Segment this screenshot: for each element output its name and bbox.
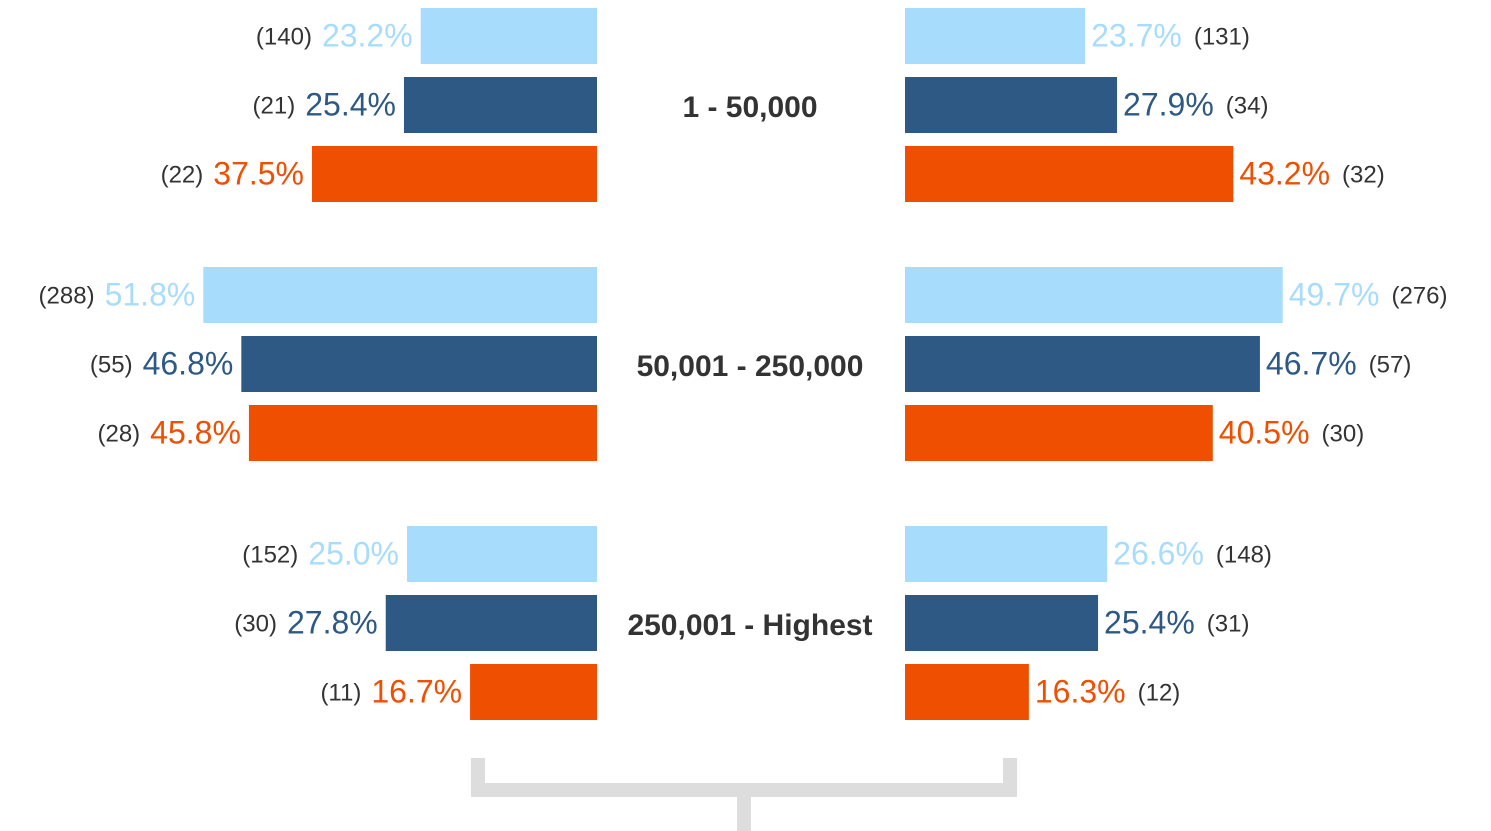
value-label: 27.9%: [1123, 86, 1214, 122]
bar: [905, 146, 1234, 202]
bar: [905, 405, 1213, 461]
value-label: 25.0%: [308, 535, 399, 571]
bar: [905, 77, 1118, 133]
bar: [420, 8, 597, 64]
bar: [312, 146, 597, 202]
count-label: (12): [1138, 679, 1181, 706]
count-label: (30): [1322, 420, 1365, 447]
count-label: (30): [234, 610, 277, 637]
value-label: 45.8%: [150, 414, 241, 450]
category-label: 50,001 - 250,000: [637, 350, 864, 383]
value-label: 23.2%: [322, 17, 413, 53]
value-label: 25.4%: [305, 86, 396, 122]
count-label: (22): [161, 161, 204, 188]
value-label: 23.7%: [1091, 17, 1182, 53]
count-label: (32): [1342, 161, 1385, 188]
count-label: (11): [320, 679, 361, 706]
count-label: (31): [1207, 610, 1250, 637]
count-label: (152): [242, 541, 298, 568]
bracket: [471, 758, 1017, 831]
bar: [241, 336, 597, 392]
bar: [203, 267, 597, 323]
count-label: (288): [39, 282, 95, 309]
value-label: 40.5%: [1219, 414, 1310, 450]
count-label: (57): [1369, 351, 1412, 378]
count-label: (140): [256, 23, 312, 50]
bar: [905, 526, 1108, 582]
bar: [905, 267, 1283, 323]
count-label: (28): [97, 420, 140, 447]
bar: [905, 8, 1086, 64]
value-label: 26.6%: [1113, 535, 1204, 571]
category-label: 250,001 - Highest: [627, 609, 872, 642]
value-label: 37.5%: [213, 155, 304, 191]
bar: [905, 664, 1029, 720]
bar: [905, 595, 1099, 651]
value-label: 46.8%: [143, 345, 234, 381]
count-label: (148): [1216, 541, 1272, 568]
bar: [385, 595, 597, 651]
count-label: (276): [1391, 282, 1447, 309]
count-label: (21): [253, 92, 296, 119]
value-label: 27.8%: [287, 604, 378, 640]
value-label: 25.4%: [1104, 604, 1195, 640]
category-label: 1 - 50,000: [682, 91, 817, 124]
count-label: (55): [90, 351, 133, 378]
bar: [248, 405, 598, 461]
value-label: 43.2%: [1239, 155, 1330, 191]
count-label: (34): [1226, 92, 1269, 119]
count-label: (131): [1194, 23, 1250, 50]
bar: [407, 526, 597, 582]
value-label: 46.7%: [1266, 345, 1357, 381]
value-label: 49.7%: [1289, 276, 1380, 312]
value-label: 51.8%: [105, 276, 196, 312]
value-label: 16.7%: [371, 673, 462, 709]
bar: [905, 336, 1260, 392]
bar: [403, 77, 597, 133]
value-label: 16.3%: [1035, 673, 1126, 709]
bracket-line: [471, 758, 1017, 797]
bar: [470, 664, 597, 720]
